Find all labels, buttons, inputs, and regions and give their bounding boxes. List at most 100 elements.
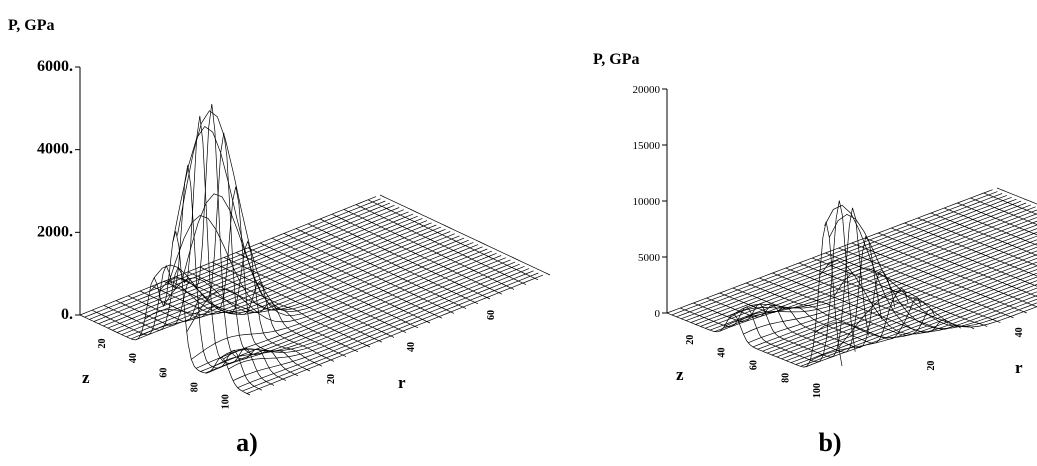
mesh-line-r: [319, 218, 491, 300]
mesh-line-z: [223, 263, 520, 360]
mesh-line-z: [144, 226, 442, 320]
mesh-line-r: [746, 282, 922, 340]
mesh-line-z: [757, 243, 1037, 350]
mesh-line-z: [838, 290, 1037, 348]
mesh-line-z: [700, 202, 1027, 327]
mesh-line-z: [767, 250, 1037, 354]
mesh-line-z: [724, 217, 1037, 327]
p-tick-label: 2000.: [37, 223, 73, 240]
r-axis-title: r: [1015, 358, 1023, 377]
mesh-line-r: [680, 200, 856, 363]
mesh-line-r: [103, 115, 275, 386]
mesh-line-z: [93, 202, 391, 322]
mesh-line-r: [944, 207, 1037, 246]
r-tick-label: 60: [486, 310, 497, 320]
mesh-line-r: [864, 237, 1037, 308]
mesh-line-z: [153, 231, 451, 314]
z-axis-ticks: 20 40 60 80 100: [97, 339, 232, 410]
mesh-line-r: [115, 103, 287, 381]
z-tick-label: 40: [717, 347, 728, 357]
mesh-line-z: [191, 248, 488, 360]
mesh-line-z: [89, 200, 386, 320]
mesh-line-z: [833, 268, 1037, 327]
z-tick-label: 60: [159, 368, 170, 378]
mesh-line-z: [237, 270, 534, 389]
mesh-line-z: [167, 214, 465, 311]
mesh-line-z: [214, 259, 511, 367]
mesh-line-z: [814, 287, 1037, 338]
mesh-line-z: [158, 233, 455, 316]
mesh-line-r: [970, 197, 1037, 225]
mesh-line-z: [752, 239, 1037, 348]
mesh-line-z: [232, 268, 530, 382]
p-axis: 6000. 4000. 2000. 0.: [37, 58, 81, 323]
z-axis-title: z: [676, 365, 684, 384]
p-tick-label: 6000.: [37, 58, 73, 75]
mesh-line-z: [685, 196, 1012, 321]
panel-label: a): [236, 428, 258, 457]
z-tick-label: 100: [812, 383, 823, 398]
mesh-line-r: [211, 261, 383, 343]
mesh-line-z: [242, 272, 539, 392]
mesh-line-z: [738, 228, 1037, 323]
mesh-line-r: [719, 269, 896, 348]
mesh-line-z: [666, 189, 993, 314]
mesh-line-r: [957, 202, 1037, 236]
mesh-line-z: [228, 266, 525, 370]
mesh-line-r: [235, 252, 407, 333]
mesh-line-r: [878, 232, 1037, 297]
mesh-line-z: [795, 272, 1037, 365]
surface-mesh: [666, 187, 1037, 368]
z-tick-label: 20: [685, 335, 696, 345]
p-tick-label: 4000.: [37, 141, 73, 158]
mesh-line-z: [200, 252, 497, 372]
mesh-line-r: [295, 228, 467, 309]
mesh-line-z: [177, 110, 474, 313]
mesh-line-r: [983, 192, 1037, 215]
mesh-line-r: [996, 187, 1037, 205]
mesh-line-z: [790, 269, 1037, 363]
z-tick-label: 20: [97, 339, 108, 349]
mesh-line-z: [690, 198, 1017, 323]
mesh-line-z: [172, 126, 469, 311]
mesh-line-z: [810, 283, 1037, 362]
mesh-line-r: [283, 233, 455, 314]
mesh-line-z: [762, 246, 1037, 352]
mesh-line-z: [733, 224, 1037, 315]
mesh-line-r: [199, 266, 371, 348]
mesh-line-z: [714, 209, 1037, 332]
mesh-line-z: [116, 213, 414, 333]
mesh-line-z: [149, 228, 446, 313]
mesh-line-r: [930, 212, 1037, 256]
z-tick-label: 80: [190, 382, 201, 392]
mesh-line-r: [851, 242, 1027, 314]
mesh-line-r: [175, 276, 347, 357]
mesh-line-r: [917, 217, 1037, 267]
mesh-line-z: [819, 260, 1037, 335]
mesh-line-r: [785, 267, 962, 330]
p-tick-label: 20000: [633, 84, 661, 96]
mesh-line-r: [706, 235, 882, 353]
mesh-line-r: [798, 262, 975, 330]
r-tick-label: 20: [326, 374, 337, 384]
mesh-line-z: [186, 246, 483, 333]
z-tick-label: 100: [221, 394, 232, 409]
mesh-line-z: [776, 257, 1037, 358]
panel-a: 6000. 4000. 2000. 0. 20 40 60 80 100 20 40 60 P, GPa…: [8, 17, 551, 457]
surface-mesh: [79, 103, 551, 396]
z-tick-label: 40: [128, 353, 139, 363]
mesh-line-r: [271, 237, 443, 319]
mesh-line-z: [805, 280, 1037, 368]
panel-label: b): [818, 428, 841, 457]
mesh-line-r: [91, 164, 263, 391]
mesh-line-r: [891, 227, 1037, 287]
mesh-line-z: [743, 231, 1037, 335]
mesh-line-r: [139, 186, 311, 372]
mesh-line-z: [103, 207, 400, 327]
mesh-line-z: [771, 254, 1037, 356]
mesh-line-z: [140, 224, 437, 337]
